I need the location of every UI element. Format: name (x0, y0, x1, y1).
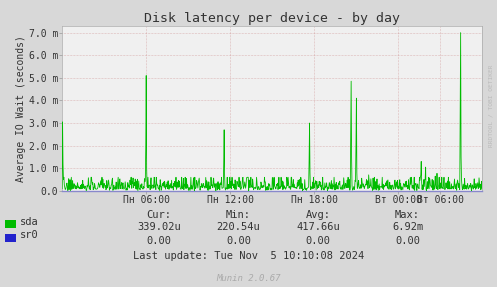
Text: RRDTOOL / TOBI OETIKER: RRDTOOL / TOBI OETIKER (489, 65, 494, 148)
Text: 0.00: 0.00 (395, 236, 420, 246)
Text: 220.54u: 220.54u (217, 222, 260, 232)
Text: Max:: Max: (395, 210, 420, 220)
Text: Min:: Min: (226, 210, 251, 220)
Title: Disk latency per device - by day: Disk latency per device - by day (144, 12, 400, 25)
Text: Cur:: Cur: (147, 210, 171, 220)
Text: Last update: Tue Nov  5 10:10:08 2024: Last update: Tue Nov 5 10:10:08 2024 (133, 251, 364, 261)
Text: sda: sda (20, 217, 39, 226)
Text: 339.02u: 339.02u (137, 222, 181, 232)
Text: 0.00: 0.00 (147, 236, 171, 246)
Text: 6.92m: 6.92m (392, 222, 423, 232)
Text: sr0: sr0 (20, 230, 39, 240)
Y-axis label: Average IO Wait (seconds): Average IO Wait (seconds) (16, 35, 26, 182)
Text: Munin 2.0.67: Munin 2.0.67 (216, 274, 281, 283)
Text: 0.00: 0.00 (306, 236, 331, 246)
Text: 0.00: 0.00 (226, 236, 251, 246)
Text: Avg:: Avg: (306, 210, 331, 220)
Text: 417.66u: 417.66u (296, 222, 340, 232)
